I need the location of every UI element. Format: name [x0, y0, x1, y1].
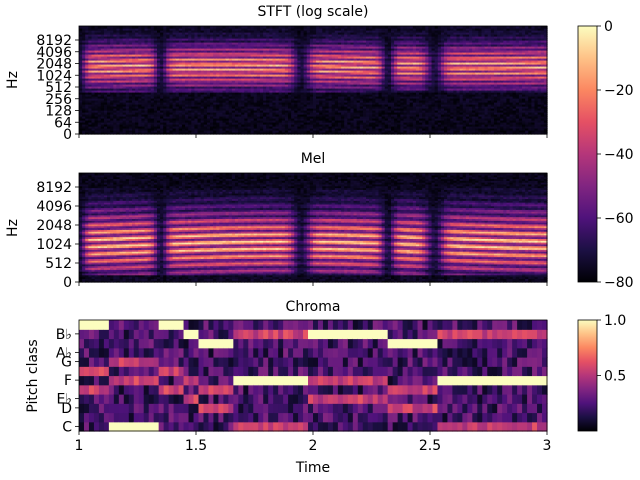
stft-panel: STFT (log scale) Hz 06412825651210242048…	[5, 4, 548, 143]
stft-title: STFT (log scale)	[257, 4, 368, 20]
figure: STFT (log scale) Hz 06412825651210242048…	[0, 0, 640, 480]
stft-heatmap	[79, 26, 548, 135]
